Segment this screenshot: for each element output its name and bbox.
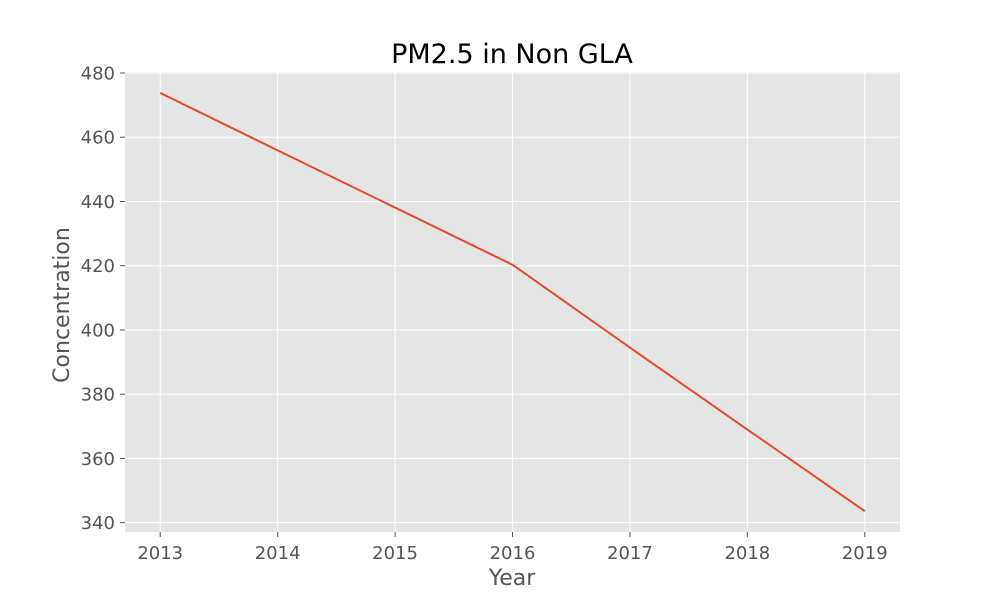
x-tick-label: 2015 (372, 543, 418, 564)
y-tick-label: 400 (81, 320, 115, 341)
x-tick-label: 2013 (137, 543, 183, 564)
x-axis-label: Year (488, 566, 537, 591)
y-tick-label: 440 (81, 192, 115, 213)
y-tick-label: 420 (81, 256, 115, 277)
x-tick-label: 2014 (255, 543, 301, 564)
y-tick-label: 480 (81, 63, 115, 84)
grid-lines (125, 72, 900, 532)
series-line (159, 91, 866, 512)
x-tick-label: 2017 (607, 543, 653, 564)
y-tick-label: 460 (81, 128, 115, 149)
axis-ticks: 2013 2014 2015 2016 2017 2018 2019 340 360 380 400… (81, 63, 888, 564)
series-layer (159, 91, 866, 512)
x-tick-label: 2016 (490, 543, 536, 564)
x-tick-label: 2019 (842, 543, 888, 564)
y-tick-label: 360 (81, 449, 115, 470)
y-tick-label: 380 (81, 385, 115, 406)
y-axis-label: Concentration (50, 227, 75, 383)
x-tick-label: 2018 (724, 543, 770, 564)
y-tick-label: 340 (81, 513, 115, 534)
chart-title: PM2.5 in Non GLA (391, 39, 633, 70)
